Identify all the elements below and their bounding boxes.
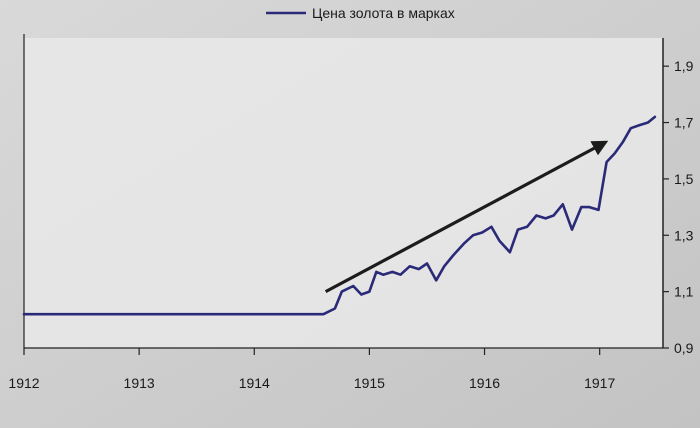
y-tick-label: 1,5 <box>674 171 694 187</box>
y-tick-label: 1,1 <box>674 284 694 300</box>
y-axis-ticks: 0,9 1,1 1,3 1,5 1,7 1,9 <box>663 58 694 356</box>
legend: Цена золота в марках <box>266 5 455 21</box>
x-tick-label: 1914 <box>239 375 270 391</box>
annotation-layer <box>324 140 609 294</box>
legend-label: Цена золота в марках <box>312 5 455 21</box>
x-tick-label: 1912 <box>8 375 39 391</box>
y-tick-label: 1,3 <box>674 227 694 243</box>
x-axis-ticks: 1912 1913 1914 1915 1916 1917 <box>8 348 615 391</box>
x-tick-label: 1915 <box>354 375 385 391</box>
trend-arrow <box>324 140 609 294</box>
y-tick-label: 1,9 <box>674 58 694 74</box>
plot-area <box>24 38 663 348</box>
series-layer <box>22 115 657 316</box>
series-line-gold-price <box>22 115 657 316</box>
x-tick-label: 1916 <box>469 375 500 391</box>
y-tick-label: 1,7 <box>674 115 694 131</box>
x-tick-label: 1917 <box>584 375 615 391</box>
x-tick-label: 1913 <box>124 375 155 391</box>
y-tick-label: 0,9 <box>674 340 694 356</box>
